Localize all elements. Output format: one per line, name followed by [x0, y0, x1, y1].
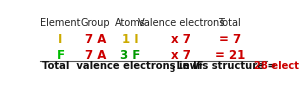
Text: x 7: x 7: [171, 33, 191, 46]
Text: Total: Total: [218, 18, 241, 28]
Text: = 21: = 21: [215, 49, 245, 62]
Text: Total  valence electrons in IF: Total valence electrons in IF: [42, 61, 204, 71]
Text: Atoms: Atoms: [115, 18, 146, 28]
Text: Element: Element: [40, 18, 81, 28]
Text: Group: Group: [80, 18, 110, 28]
Text: 3 F: 3 F: [120, 49, 140, 62]
Text: Valence electrons: Valence electrons: [138, 18, 224, 28]
Text: Lewis structure =: Lewis structure =: [173, 61, 279, 71]
Text: 3: 3: [170, 65, 175, 74]
Text: F: F: [57, 49, 65, 62]
Text: 7 A: 7 A: [85, 33, 106, 46]
Text: x 7: x 7: [171, 49, 191, 62]
Text: 7 A: 7 A: [85, 49, 106, 62]
Text: I: I: [58, 33, 63, 46]
Text: 28 electrons: 28 electrons: [254, 61, 299, 71]
Text: = 7: = 7: [219, 33, 241, 46]
Text: 1 I: 1 I: [122, 33, 138, 46]
